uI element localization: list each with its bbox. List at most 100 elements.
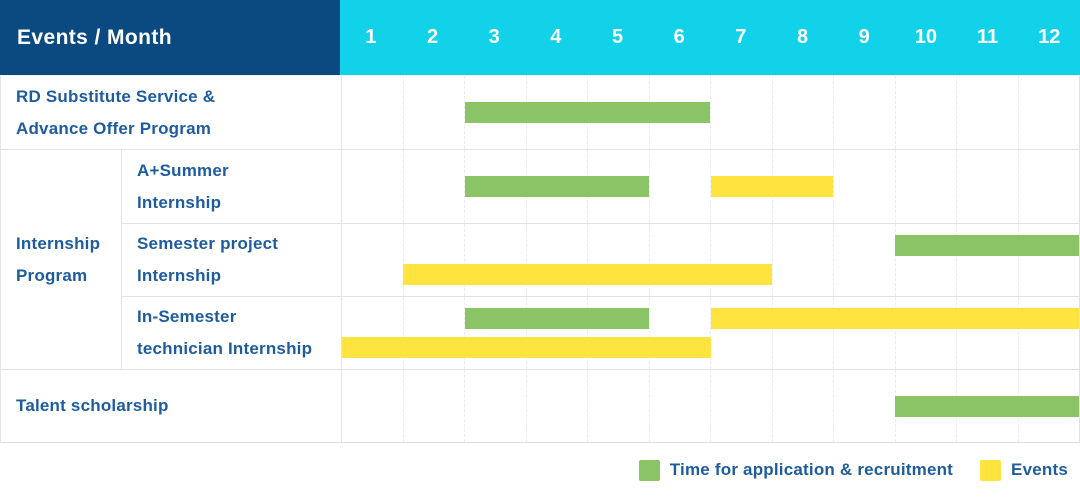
gridline-column bbox=[834, 297, 896, 369]
group-label-cell: Internship Program bbox=[1, 150, 122, 369]
gantt-bar-event bbox=[710, 308, 1079, 329]
gantt-bar-application bbox=[894, 395, 1079, 417]
corner-header-cell: Events / Month bbox=[0, 0, 340, 75]
gridline-column bbox=[834, 224, 896, 296]
table-row-a-plus-summer-internship: A+Summer Internship bbox=[122, 150, 1079, 223]
gridline-column bbox=[957, 297, 1019, 369]
gridline-column bbox=[404, 76, 465, 149]
chart-cell-rd-substitute-advance-offer bbox=[341, 76, 1079, 149]
gantt-bar-application bbox=[464, 176, 650, 197]
gridline-column bbox=[650, 224, 711, 296]
row-label-cell-in-semester-technician-internship: In-Semester technician Internship bbox=[122, 297, 341, 369]
gridline-column bbox=[404, 370, 465, 442]
row-group: Internship Program A+Summer Internship Sem… bbox=[1, 149, 1079, 369]
month-header-6: 6 bbox=[673, 26, 685, 48]
row-label: A+Summer Internship bbox=[137, 160, 229, 212]
gridline-column bbox=[957, 224, 1019, 296]
gridline-column bbox=[773, 370, 834, 442]
month-gridlines bbox=[342, 297, 1079, 369]
bar-line bbox=[342, 337, 1079, 358]
month-header-10: 10 bbox=[914, 26, 937, 48]
gridline-column bbox=[527, 370, 588, 442]
chart-cell-in-semester-technician-internship bbox=[341, 297, 1079, 369]
month-header-1: 1 bbox=[365, 26, 377, 48]
gridline-column bbox=[650, 297, 711, 369]
legend: Time for application & recruitment Event… bbox=[0, 443, 1080, 497]
gridline-column bbox=[773, 76, 834, 149]
row-label: Talent scholarship bbox=[16, 396, 169, 415]
bar-lines bbox=[342, 224, 1079, 296]
gridline-column bbox=[773, 297, 834, 369]
chart-cell-semester-project-internship bbox=[341, 224, 1079, 296]
month-header-8: 8 bbox=[796, 26, 809, 48]
gridline-column bbox=[588, 224, 650, 296]
gridline-column bbox=[957, 150, 1019, 223]
gridline-column bbox=[588, 370, 650, 442]
gantt-bar-event bbox=[342, 337, 711, 358]
chart-cell-a-plus-summer-internship bbox=[341, 150, 1079, 223]
row-label-cell-rd-substitute-advance-offer: RD Substitute Service & Advance Offer Pr… bbox=[1, 76, 341, 149]
gridline-column bbox=[711, 224, 773, 296]
legend-label-application: Time for application & recruitment bbox=[669, 460, 954, 479]
gridline-column bbox=[342, 76, 404, 149]
bar-lines bbox=[342, 76, 1079, 149]
month-gridlines bbox=[342, 224, 1079, 296]
group-label: Internship Program bbox=[16, 233, 101, 285]
gridline-column bbox=[404, 150, 465, 223]
gridline-column bbox=[834, 76, 896, 149]
group-sub-rows: A+Summer Internship Semester project Inte… bbox=[122, 150, 1079, 369]
gantt-body: RD Substitute Service & Advance Offer Pr… bbox=[0, 75, 1080, 443]
gridline-column bbox=[465, 297, 527, 369]
legend-label-events: Events bbox=[1011, 460, 1068, 479]
gridline-column bbox=[896, 150, 957, 223]
events-gantt-table: Events / Month 1 2 3 4 5 6 7 8 9 10 11 12 RD Substi… bbox=[0, 0, 1080, 443]
chart-cell-talent-scholarship bbox=[341, 370, 1079, 442]
gridline-column bbox=[834, 150, 896, 223]
gridline-column bbox=[773, 150, 834, 223]
month-header-3: 3 bbox=[488, 26, 500, 48]
gridline-column bbox=[650, 370, 711, 442]
bar-line bbox=[342, 176, 1079, 197]
row-label: In-Semester technician Internship bbox=[137, 307, 313, 358]
bar-lines bbox=[342, 150, 1079, 223]
table-row-semester-project-internship: Semester project Internship bbox=[122, 223, 1079, 296]
month-header-7: 7 bbox=[735, 26, 747, 48]
bar-line bbox=[342, 102, 1079, 123]
row-label-cell-a-plus-summer-internship: A+Summer Internship bbox=[122, 150, 341, 223]
table-row-rd-substitute-advance-offer: RD Substitute Service & Advance Offer Pr… bbox=[1, 76, 1079, 149]
gridline-column bbox=[711, 370, 773, 442]
table-row-in-semester-technician-internship: In-Semester technician Internship bbox=[122, 296, 1079, 369]
gridline-column bbox=[588, 297, 650, 369]
month-header-9: 9 bbox=[858, 26, 870, 48]
gridline-column bbox=[342, 224, 404, 296]
table-title: Events / Month bbox=[17, 25, 172, 49]
gantt-bar-application bbox=[894, 235, 1079, 256]
bar-lines bbox=[342, 297, 1079, 369]
month-header-row: 1 2 3 4 5 6 7 8 9 10 11 12 bbox=[340, 0, 1080, 75]
month-header-4: 4 bbox=[550, 26, 562, 48]
gantt-bar-application bbox=[464, 308, 650, 329]
gridline-column bbox=[896, 224, 957, 296]
gridline-column bbox=[957, 76, 1019, 149]
bar-line bbox=[342, 235, 1079, 256]
row-label: RD Substitute Service & Advance Offer Pr… bbox=[16, 86, 216, 138]
bar-line bbox=[342, 264, 1079, 285]
month-header-12: 12 bbox=[1038, 26, 1061, 48]
month-header-11: 11 bbox=[976, 26, 999, 48]
month-header-5: 5 bbox=[611, 26, 624, 48]
gantt-bar-event bbox=[403, 264, 772, 285]
gridline-column bbox=[342, 370, 404, 442]
gridline-column bbox=[404, 224, 465, 296]
table-header-row: Events / Month 1 2 3 4 5 6 7 8 9 10 11 12 bbox=[0, 0, 1080, 75]
gridline-column bbox=[650, 76, 711, 149]
gridline-column bbox=[896, 297, 957, 369]
gridline-column bbox=[342, 297, 404, 369]
gantt-bar-application bbox=[464, 102, 711, 123]
legend-swatch-application bbox=[638, 459, 660, 481]
row-label: Semester project Internship bbox=[137, 234, 279, 285]
gridline-column bbox=[527, 224, 588, 296]
gridline-column bbox=[465, 224, 527, 296]
gridline-column bbox=[711, 76, 773, 149]
gridline-column bbox=[465, 370, 527, 442]
gridline-column bbox=[527, 297, 588, 369]
